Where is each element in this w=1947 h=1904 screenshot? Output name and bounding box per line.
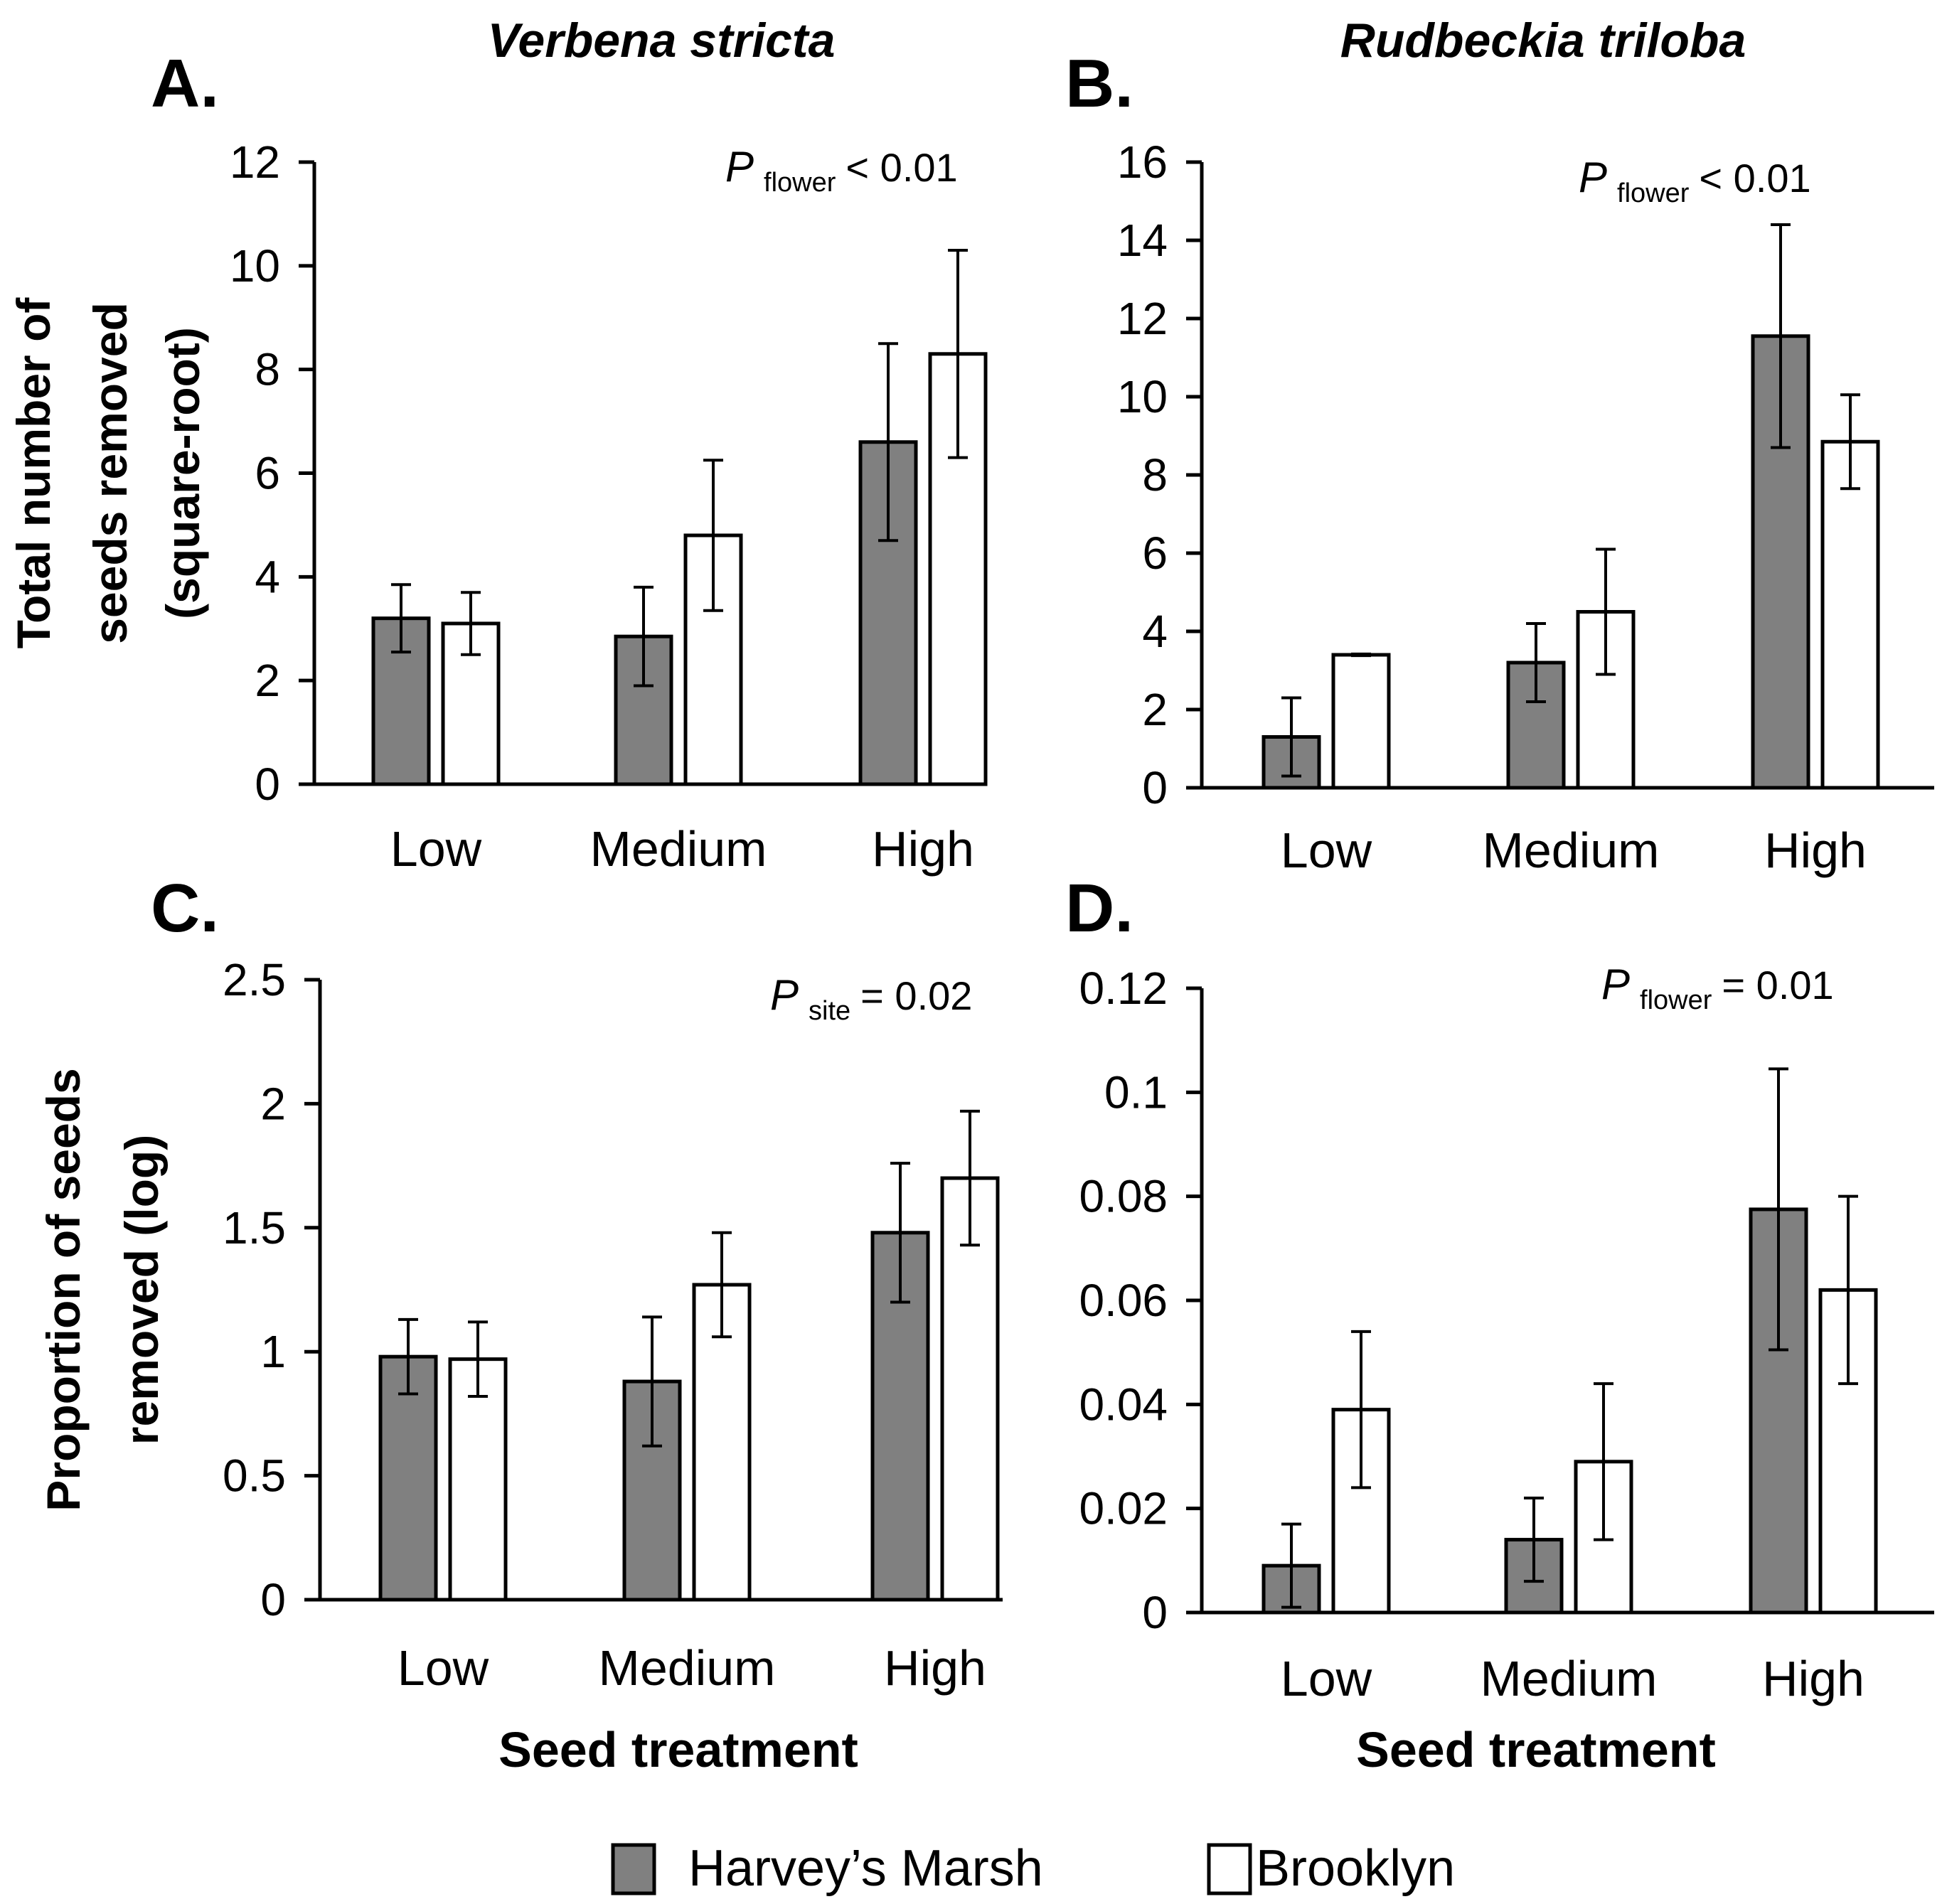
y-tick-label: 0 [1142, 762, 1168, 813]
legend-label-harveys-marsh: Harvey’s Marsh [688, 1840, 1043, 1897]
panel-letter: B. [1065, 46, 1133, 122]
p-symbol: P [1601, 961, 1630, 1008]
x-tick-label: Medium [599, 1640, 776, 1696]
y-axis-label: Total number of [7, 297, 60, 649]
y-tick-label: 0 [1142, 1587, 1168, 1638]
p-subscript: flower [764, 168, 836, 198]
y-tick-label: 0 [255, 759, 280, 810]
x-tick-label: High [1762, 1651, 1865, 1706]
y-tick-label: 8 [1142, 449, 1168, 501]
panel-letter: D. [1065, 870, 1133, 946]
legend-swatch-brooklyn [1207, 1843, 1252, 1895]
column-title-right: Rudbeckia triloba [1340, 14, 1746, 68]
x-tick-label: Medium [590, 821, 767, 877]
y-tick-label: 10 [1117, 371, 1168, 422]
legend: Harvey’s Marsh Brooklyn [611, 1840, 1455, 1897]
y-tick-label: 12 [230, 137, 280, 188]
y-tick-label: 2.5 [223, 954, 286, 1005]
panel-c: C. 0 0.5 1 1.5 2 2.5 Low Medium High P site = 0.02 Pr… [37, 870, 1003, 1777]
y-axis-label: seeds removed [84, 302, 137, 644]
bar [378, 1354, 438, 1602]
y-tick-label: 12 [1117, 293, 1168, 344]
x-tick-label: Medium [1481, 1651, 1658, 1706]
p-symbol: P [1579, 154, 1607, 201]
panel-a: A. 0 2 4 6 8 10 12 Low Medium High P flower < 0.01 Tot… [7, 46, 988, 877]
y-tick-label: 2 [255, 655, 280, 706]
y-tick-label: 16 [1117, 137, 1168, 188]
y-tick-label: 6 [1142, 528, 1168, 579]
panel-letter: C. [151, 870, 219, 946]
x-tick-label: High [872, 821, 974, 877]
p-symbol: P [725, 143, 754, 191]
x-tick-label: Medium [1483, 823, 1660, 878]
p-value-text: = 0.01 [1722, 963, 1833, 1007]
legend-swatch-harveys-marsh [611, 1843, 656, 1895]
panel-letter: A. [151, 46, 219, 122]
y-axis-label: Proportion of seeds [37, 1068, 90, 1511]
legend-label-brooklyn: Brooklyn [1256, 1840, 1455, 1897]
y-axis-label: removed (log) [115, 1135, 168, 1445]
bar [448, 1357, 508, 1602]
p-subscript: flower [1640, 985, 1712, 1015]
y-tick-label: 4 [255, 551, 280, 602]
panel-d: D. 0 0.02 0.04 0.06 0.08 0.1 0.12 Low Medium High P… [1065, 870, 1934, 1777]
x-tick-label: Low [390, 821, 482, 877]
x-tick-label: High [884, 1640, 986, 1696]
x-tick-label: Low [398, 1640, 489, 1696]
y-tick-label: 0.04 [1079, 1379, 1168, 1430]
bar [1331, 653, 1391, 790]
x-tick-label: High [1764, 823, 1867, 878]
y-tick-label: 2 [260, 1078, 286, 1129]
p-value-text: < 0.01 [1699, 156, 1810, 200]
y-tick-label: 1.5 [223, 1202, 286, 1253]
y-axis-label: (square-root) [156, 327, 209, 619]
y-tick-label: 2 [1142, 684, 1168, 735]
p-value-text: < 0.01 [846, 145, 957, 190]
y-tick-label: 1 [260, 1326, 286, 1377]
x-axis-label: Seed treatment [498, 1722, 858, 1777]
y-tick-label: 0.06 [1079, 1275, 1168, 1326]
y-tick-label: 0.08 [1079, 1171, 1168, 1222]
y-tick-label: 0 [260, 1574, 286, 1625]
x-axis-label: Seed treatment [1356, 1722, 1716, 1777]
y-tick-label: 14 [1117, 215, 1168, 266]
y-tick-label: 4 [1142, 606, 1168, 657]
bar [1820, 439, 1880, 790]
y-tick-label: 6 [255, 448, 280, 499]
y-tick-label: 0.5 [223, 1450, 286, 1502]
y-tick-label: 0.02 [1079, 1483, 1168, 1534]
p-subscript: site [809, 996, 850, 1026]
y-tick-label: 0.12 [1079, 963, 1168, 1014]
y-tick-label: 0.1 [1104, 1066, 1168, 1118]
x-tick-label: Low [1281, 823, 1372, 878]
p-symbol: P [770, 971, 799, 1019]
panel-b: B. 0 2 4 6 8 10 12 14 16 Low Medium High P flower < 0.0… [1065, 46, 1934, 878]
p-subscript: flower [1617, 178, 1690, 208]
y-tick-label: 10 [230, 240, 280, 292]
y-tick-label: 8 [255, 344, 280, 395]
p-value-text: = 0.02 [860, 973, 972, 1018]
x-tick-label: Low [1281, 1651, 1372, 1706]
column-title-left: Verbena stricta [488, 14, 836, 68]
